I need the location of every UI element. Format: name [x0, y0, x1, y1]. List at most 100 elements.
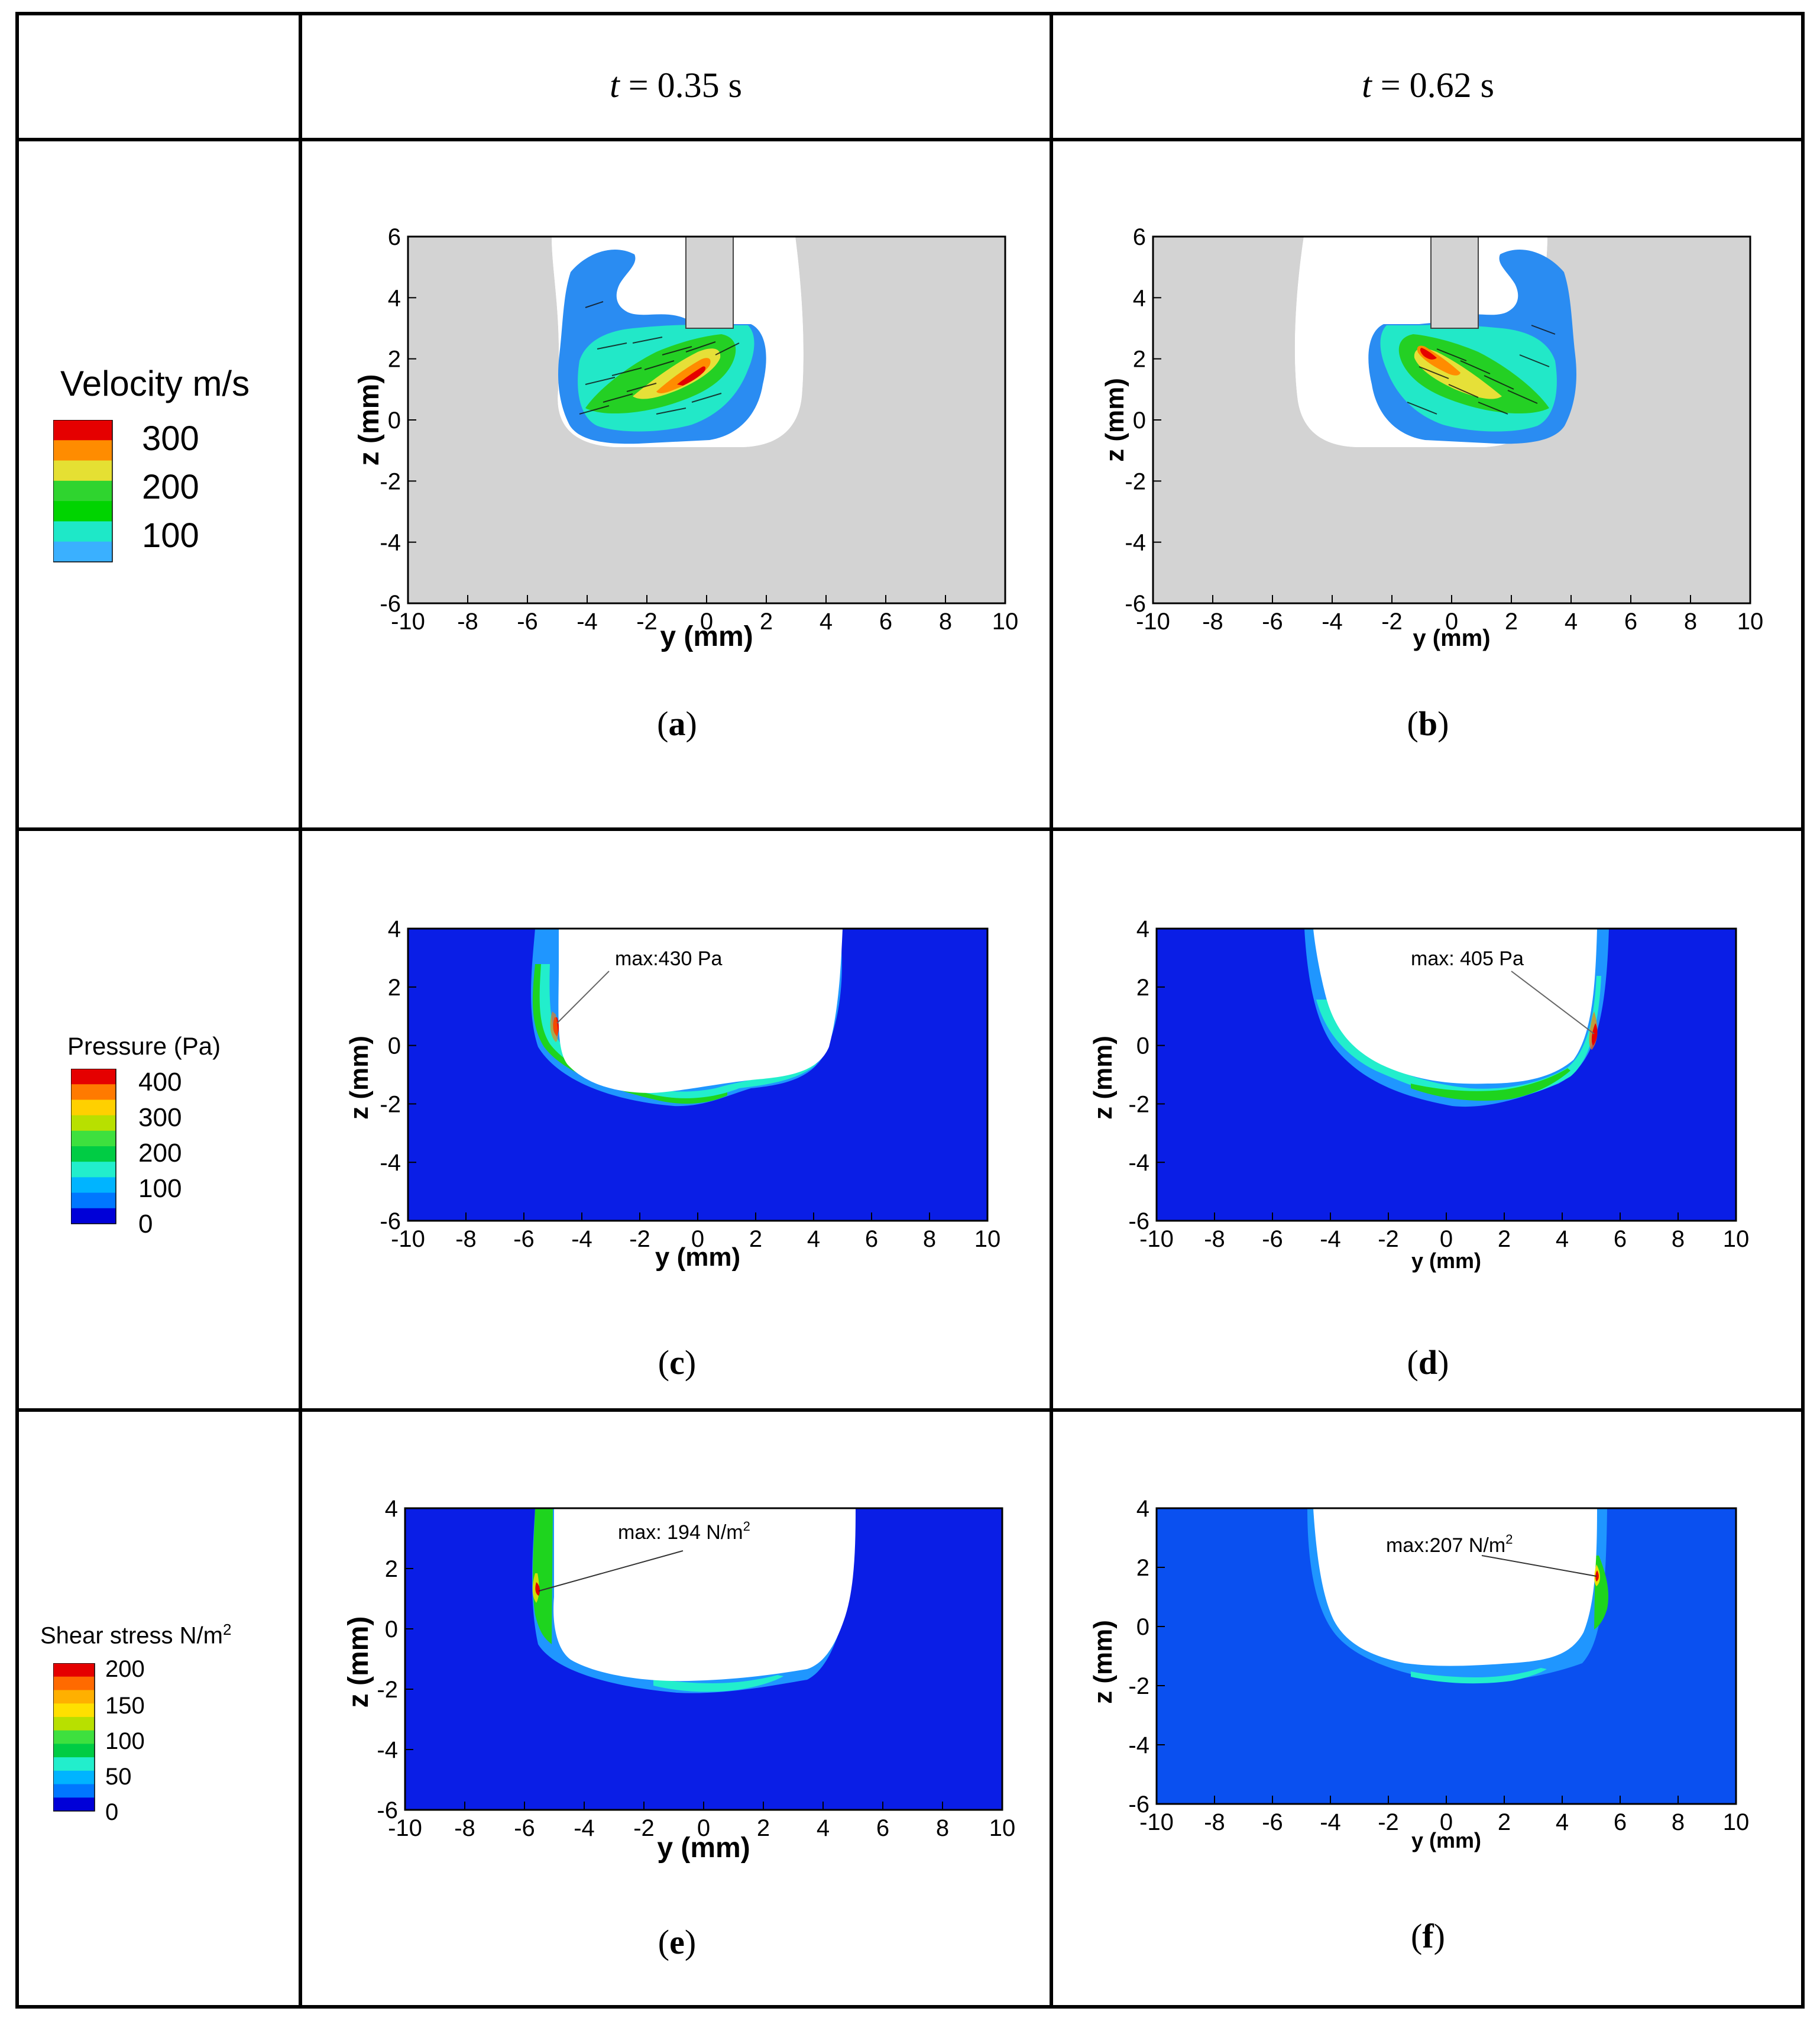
shear-label-200: 200 — [105, 1656, 145, 1682]
colorbar-swatch — [53, 1716, 95, 1731]
x-tick-label: -10 — [1136, 609, 1170, 635]
colorbar-swatch — [53, 1744, 95, 1758]
pressure-label-200: 200 — [138, 1139, 182, 1168]
velocity-plot-b: -10 -8 -6 -4 -2 0 2 4 6 8 10 -6 -4 -2 0 2 4 6 y (mm) z (… — [1100, 224, 1763, 651]
caption-f: (f) — [1411, 1917, 1445, 1955]
fluid-white — [558, 929, 843, 1093]
colorbar-swatch — [71, 1100, 116, 1116]
velocity-legend: Velocity m/s 300 200 100 — [53, 355, 290, 580]
x-tick-label: 0 — [700, 609, 713, 635]
x-tick-labels: -10 -8 -6 -4 -2 0 2 4 6 8 10 — [1136, 609, 1763, 635]
y-tick-label: -6 — [380, 1208, 401, 1234]
x-tick-labels: -10 -8 -6 -4 -2 0 2 4 6 8 10 — [388, 1815, 1015, 1841]
shear-label-0: 0 — [105, 1799, 119, 1825]
x-tick-label: -6 — [1262, 1226, 1283, 1252]
velocity-label-100: 100 — [142, 516, 199, 555]
shear-colorbar — [53, 1663, 95, 1812]
y-tick-label: 6 — [388, 224, 401, 250]
x-tick-label: 0 — [1445, 609, 1458, 635]
y-tick-label: 6 — [1133, 224, 1146, 250]
x-tick-labels: -10 -8 -6 -4 -2 0 2 4 6 8 10 — [1139, 1226, 1749, 1252]
x-tick-label: 0 — [1440, 1809, 1453, 1835]
y-tick-label: -6 — [380, 591, 401, 617]
shear-max-red — [1595, 1570, 1599, 1582]
x-axis-label: y (mm) — [657, 1832, 750, 1864]
colorbar-swatch — [53, 541, 112, 562]
y-axis-label: z (mm) — [343, 1616, 374, 1708]
shear-label-100: 100 — [105, 1728, 145, 1754]
y-tick-label: -4 — [1128, 1732, 1149, 1758]
y-axis-label: z (mm) — [354, 374, 385, 466]
x-tick-label: -8 — [1204, 1809, 1225, 1835]
x-tick-label: 10 — [974, 1226, 1001, 1252]
y-tick-label: -6 — [1125, 591, 1146, 617]
pressure-legend: Pressure (Pa) 400 300 200 100 0 — [66, 1032, 279, 1245]
y-tick-label: 4 — [1136, 916, 1149, 942]
colorbar-swatch — [53, 1797, 95, 1812]
ticks — [1152, 236, 1751, 604]
velocity-label-300: 300 — [142, 419, 199, 458]
plot-area — [407, 235, 1006, 604]
nozzle — [1430, 236, 1479, 329]
fluid-white — [1313, 929, 1597, 1084]
velocity-plot-a: -10 -8 -6 -4 -2 0 2 4 6 8 10 -6 -4 -2 0 2 4 6 y (mm) z (… — [354, 224, 1018, 652]
shear-green-wall — [532, 1508, 553, 1644]
x-tick-label: -2 — [633, 1815, 655, 1841]
y-tick-label: 0 — [388, 1033, 401, 1059]
y-tick-label: 2 — [1136, 1555, 1149, 1581]
time-value: = 0.62 s — [1371, 66, 1494, 105]
colorbar-swatch — [71, 1069, 116, 1085]
colorbar-swatch — [71, 1115, 116, 1131]
colorbar-swatch — [53, 1730, 95, 1744]
x-tick-label: 10 — [1723, 1809, 1750, 1835]
colorbar-swatch — [53, 460, 112, 481]
y-tick-label: -4 — [377, 1737, 398, 1763]
x-tick-labels: -10 -8 -6 -4 -2 0 2 4 6 8 10 — [391, 1226, 1000, 1252]
colorbar-swatch — [71, 1162, 116, 1178]
colorbar-swatch — [53, 440, 112, 461]
shear-legend: Shear stress N/m2 200 150 100 50 0 — [39, 1621, 281, 1834]
pressure-label-400: 400 — [138, 1068, 182, 1097]
x-tick-labels: -10 -8 -6 -4 -2 0 2 4 6 8 10 — [391, 609, 1018, 635]
shear-legend-title-sup: 2 — [222, 1621, 232, 1638]
caption-b: (b) — [1407, 704, 1449, 743]
x-tick-labels: -10 -8 -6 -4 -2 0 2 4 6 8 10 — [1139, 1809, 1749, 1835]
pressure-orange-near-max — [550, 1011, 558, 1042]
x-tick-label: -6 — [514, 1815, 535, 1841]
x-tick-label: 6 — [865, 1226, 878, 1252]
y-tick-label: 4 — [385, 1496, 398, 1522]
x-tick-label: -2 — [1378, 1809, 1399, 1835]
x-tick-label: 4 — [807, 1226, 820, 1252]
y-tick-label: 2 — [1136, 975, 1149, 1001]
y-tick-labels: -6 -4 -2 0 2 4 — [1128, 916, 1149, 1234]
y-tick-label: 4 — [388, 916, 401, 942]
colorbar-swatch — [71, 1208, 116, 1224]
y-tick-label: -4 — [1128, 1150, 1149, 1176]
annotation-max-c: max:430 Pa — [615, 948, 723, 970]
y-tick-label: 0 — [385, 1616, 398, 1642]
caption-b-letter: b — [1418, 704, 1438, 743]
annotation-leader — [556, 971, 610, 1024]
pressure-label-100: 100 — [138, 1174, 182, 1203]
colorbar-swatch — [71, 1146, 116, 1162]
shear-max-red — [535, 1582, 540, 1596]
x-tick-label: 4 — [820, 609, 833, 635]
x-tick-label: -2 — [629, 1226, 650, 1252]
x-tick-label: 6 — [1624, 609, 1637, 635]
plot-area: max: 194 N/m2 — [404, 1507, 1003, 1811]
y-tick-label: -4 — [380, 1150, 401, 1176]
x-tick-label: 4 — [1556, 1226, 1569, 1252]
x-tick-label: -10 — [1139, 1809, 1174, 1835]
y-tick-label: 2 — [1133, 347, 1146, 373]
x-tick-label: -8 — [1202, 609, 1223, 635]
colorbar-swatch — [71, 1130, 116, 1147]
x-axis-label: y (mm) — [1411, 1249, 1481, 1273]
colorbar-swatch — [53, 480, 112, 502]
x-axis-label: y (mm) — [1413, 625, 1490, 651]
x-tick-label: -6 — [517, 609, 538, 635]
x-tick-label: 10 — [992, 609, 1019, 635]
velocity-vectors — [1407, 325, 1556, 415]
annotation-max-e-text: max: 194 N/m — [618, 1521, 743, 1544]
x-tick-label: 8 — [1672, 1226, 1685, 1252]
pressure-cyan-band — [1316, 976, 1601, 1101]
